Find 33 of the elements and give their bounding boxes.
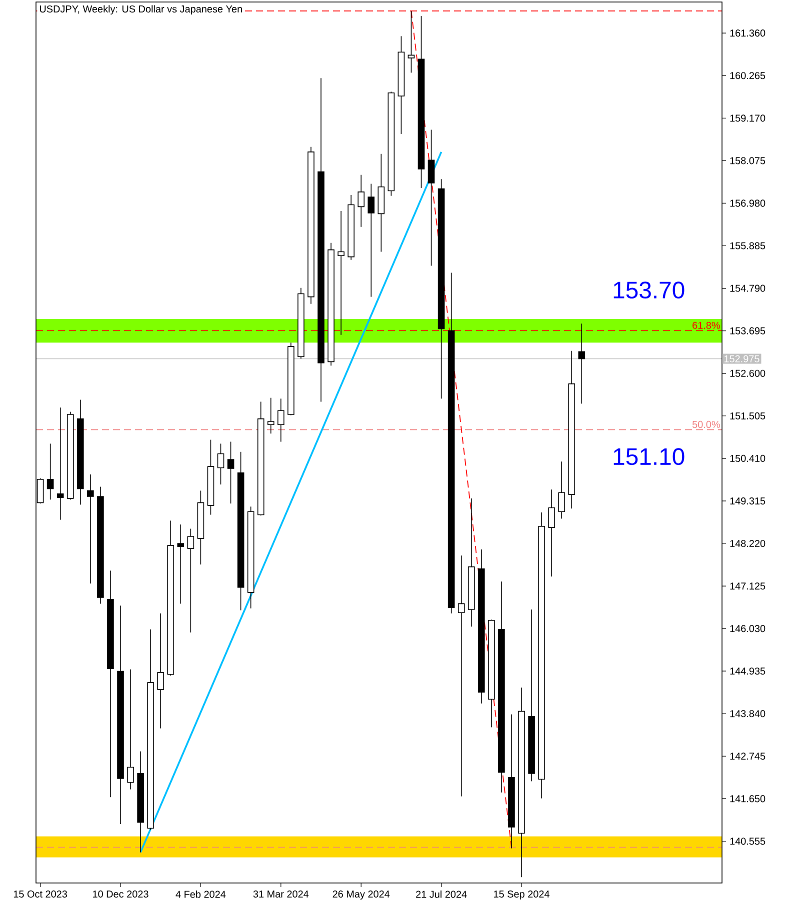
y-tick-label: 146.030 bbox=[730, 625, 766, 632]
y-tick-label: 144.935 bbox=[730, 668, 766, 675]
y-tick-label: 149.315 bbox=[730, 497, 766, 504]
y-tick-label: 154.790 bbox=[730, 284, 766, 292]
x-tick-label: 21 Jul 2024 bbox=[416, 890, 467, 898]
y-tick-label: 147.125 bbox=[730, 582, 766, 590]
y-tick-label: 148.220 bbox=[730, 540, 766, 548]
x-tick-label: 15 Sep 2024 bbox=[494, 890, 550, 900]
ref-line-label: 152.975 bbox=[724, 355, 760, 362]
annotation: 61.8% bbox=[692, 322, 720, 329]
y-tick-label: 151.505 bbox=[730, 412, 766, 420]
annotation: 50.0% bbox=[692, 420, 720, 428]
y-tick-label: 156.980 bbox=[730, 200, 766, 207]
chart-title: USDJPY, Weekly: US Dollar vs Japanese Yen bbox=[40, 5, 242, 14]
y-tick-label: 150.410 bbox=[730, 454, 766, 462]
y-tick-label: 155.885 bbox=[730, 242, 766, 250]
x-tick-label: 26 May 2024 bbox=[332, 890, 390, 900]
annotation: 153.70 bbox=[614, 282, 684, 299]
y-tick-label: 141.650 bbox=[730, 795, 766, 802]
x-tick-label: 15 Oct 2023 bbox=[14, 890, 67, 898]
y-tick-label: 161.360 bbox=[730, 30, 766, 37]
y-tick-label: 159.170 bbox=[730, 114, 766, 122]
y-tick-label: 140.555 bbox=[730, 838, 766, 845]
y-tick-label: 153.695 bbox=[730, 327, 766, 334]
y-tick-label: 142.745 bbox=[730, 752, 766, 760]
x-tick-label: 10 Dec 2023 bbox=[93, 890, 148, 898]
y-tick-label: 160.265 bbox=[730, 72, 766, 80]
x-tick-label: 4 Feb 2024 bbox=[176, 890, 226, 898]
annotation: 151.10 bbox=[614, 448, 684, 466]
y-tick-label: 152.600 bbox=[730, 370, 766, 377]
y-tick-label: 158.075 bbox=[730, 157, 766, 164]
y-tick-label: 143.840 bbox=[730, 710, 766, 718]
x-tick-label: 31 Mar 2024 bbox=[253, 890, 309, 898]
